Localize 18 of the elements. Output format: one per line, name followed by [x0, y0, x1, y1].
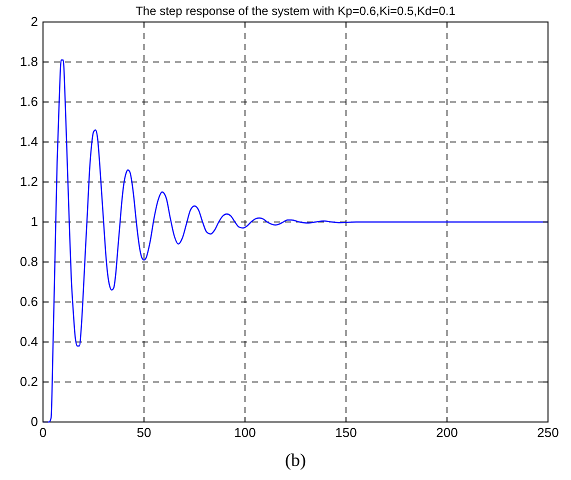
- y-tick-label: 0: [30, 414, 38, 429]
- y-tick-label: 1.4: [20, 134, 38, 149]
- text: (b): [285, 450, 306, 470]
- y-tick-label: 1.8: [20, 54, 38, 69]
- x-tick-label: 200: [436, 425, 458, 440]
- x-tick-label: 100: [234, 425, 256, 440]
- x-tick-label: 150: [335, 425, 357, 440]
- y-tick-label: 2: [30, 14, 38, 29]
- chart-title: The step response of the system with Kp=0.6,Ki=0.5,Kd=0.1: [136, 4, 456, 18]
- x-tick-label: 50: [136, 425, 152, 440]
- y-tick-label: 0.4: [20, 334, 38, 349]
- x-tick-label: 250: [537, 425, 559, 440]
- y-tick-label: 1.2: [20, 174, 38, 189]
- y-tick-label: 0.6: [20, 294, 38, 309]
- y-tick-label: 1.6: [20, 94, 38, 109]
- y-tick-label: 0.8: [20, 254, 38, 269]
- y-tick-label: 1: [30, 214, 38, 229]
- y-tick-label: 0.2: [20, 374, 38, 389]
